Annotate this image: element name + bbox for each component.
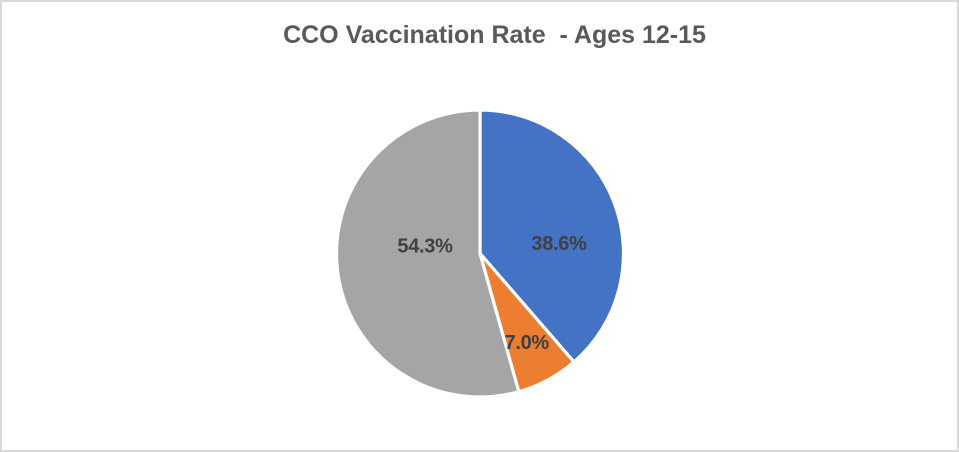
svg-text:7.0%: 7.0% (505, 332, 550, 354)
svg-text:54.3%: 54.3% (397, 235, 453, 257)
svg-text:38.6%: 38.6% (531, 233, 587, 255)
